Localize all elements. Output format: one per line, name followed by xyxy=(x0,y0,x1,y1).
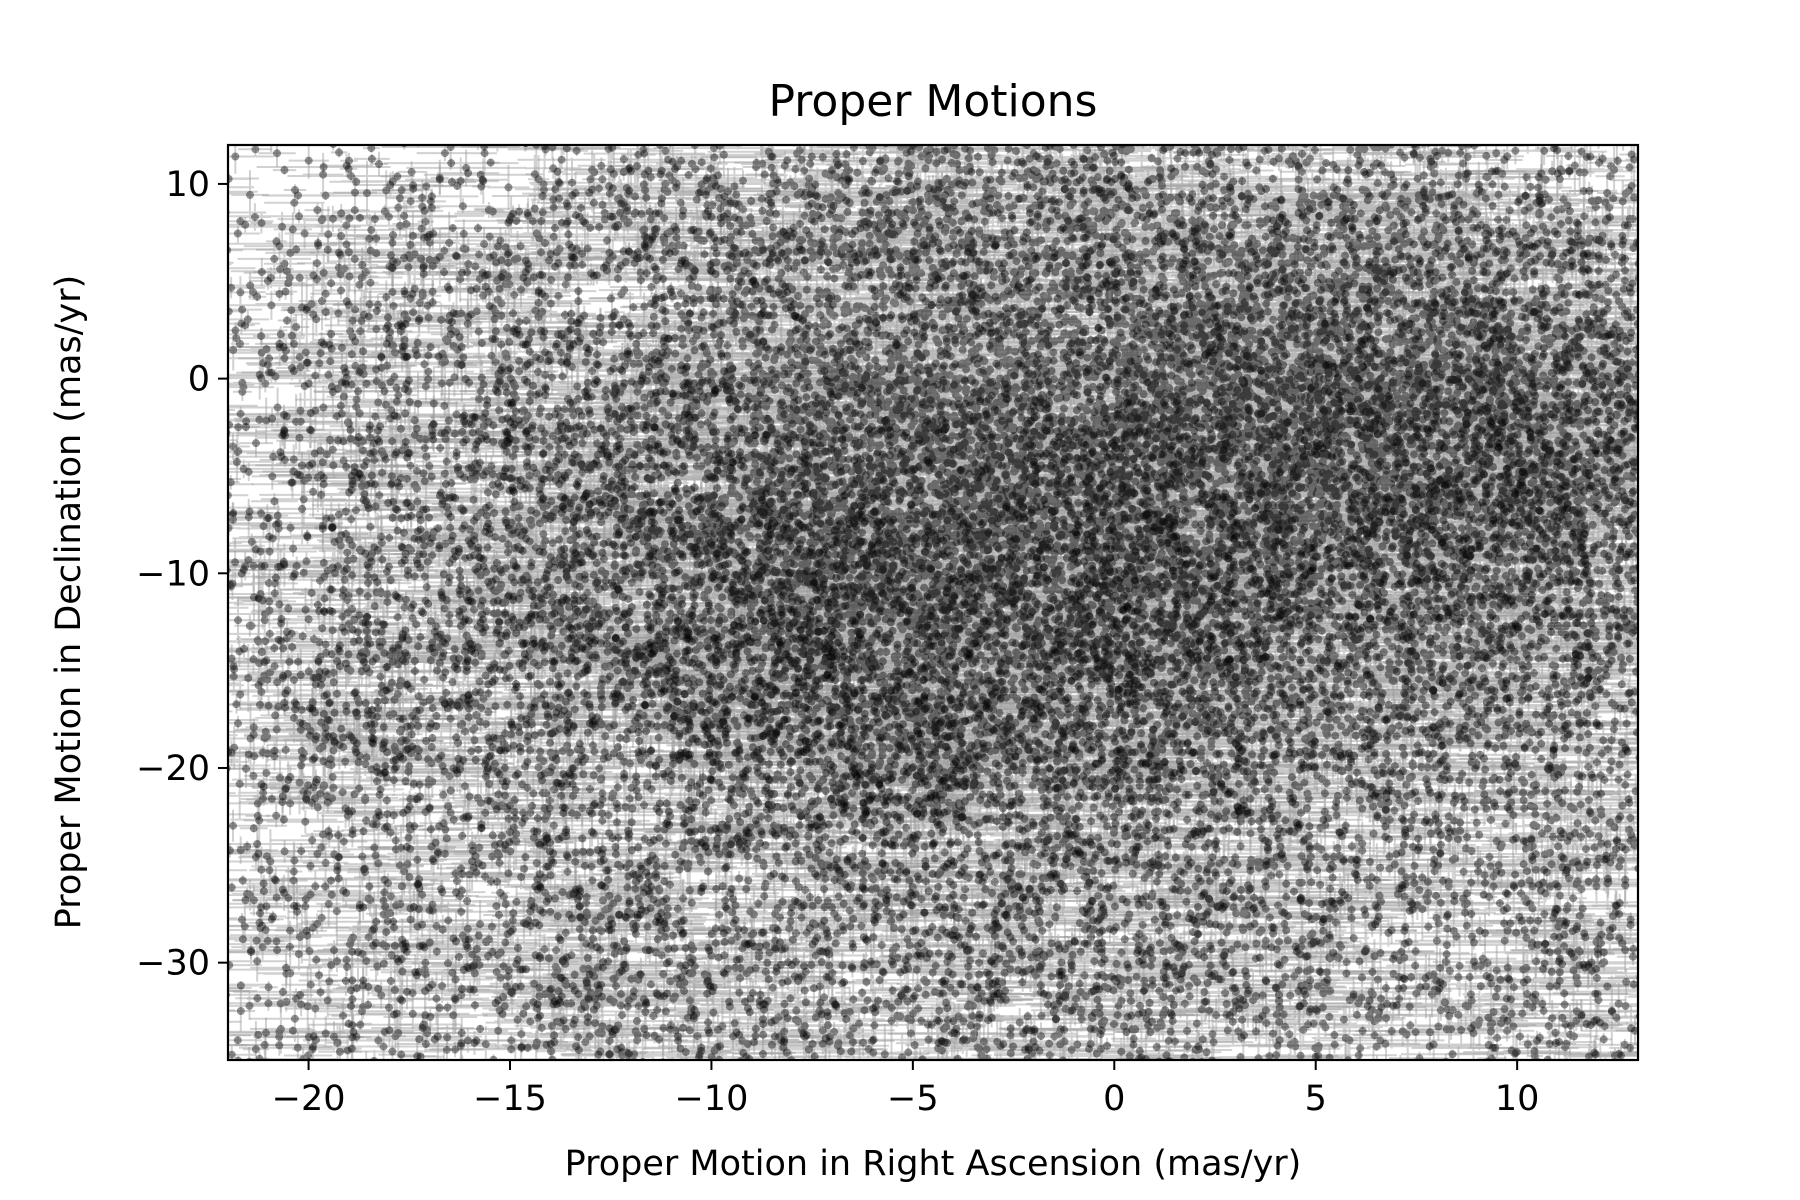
chart-title: Proper Motions xyxy=(769,76,1098,127)
y-tick-label: −10 xyxy=(136,554,210,594)
y-axis-ticks: 10 0 −10 −20 −30 xyxy=(136,165,228,984)
x-tick-label: −15 xyxy=(473,1079,547,1119)
y-tick-label: 0 xyxy=(188,360,210,400)
x-tick-label: −20 xyxy=(272,1079,346,1119)
x-tick-label: −10 xyxy=(674,1079,748,1119)
y-axis-label: Proper Motion in Declination (mas/yr) xyxy=(49,275,89,930)
x-tick-label: −5 xyxy=(887,1079,939,1119)
x-axis-label: Proper Motion in Right Ascension (mas/yr… xyxy=(565,1144,1302,1184)
x-tick-label: 0 xyxy=(1103,1079,1125,1119)
y-tick-label: −30 xyxy=(136,944,210,984)
x-axis-ticks: −20 −15 −10 −5 0 5 10 xyxy=(272,1060,1540,1119)
x-tick-label: 10 xyxy=(1495,1079,1540,1119)
y-tick-label: −20 xyxy=(136,749,210,789)
y-tick-label: 10 xyxy=(165,165,210,205)
x-tick-label: 5 xyxy=(1305,1079,1327,1119)
